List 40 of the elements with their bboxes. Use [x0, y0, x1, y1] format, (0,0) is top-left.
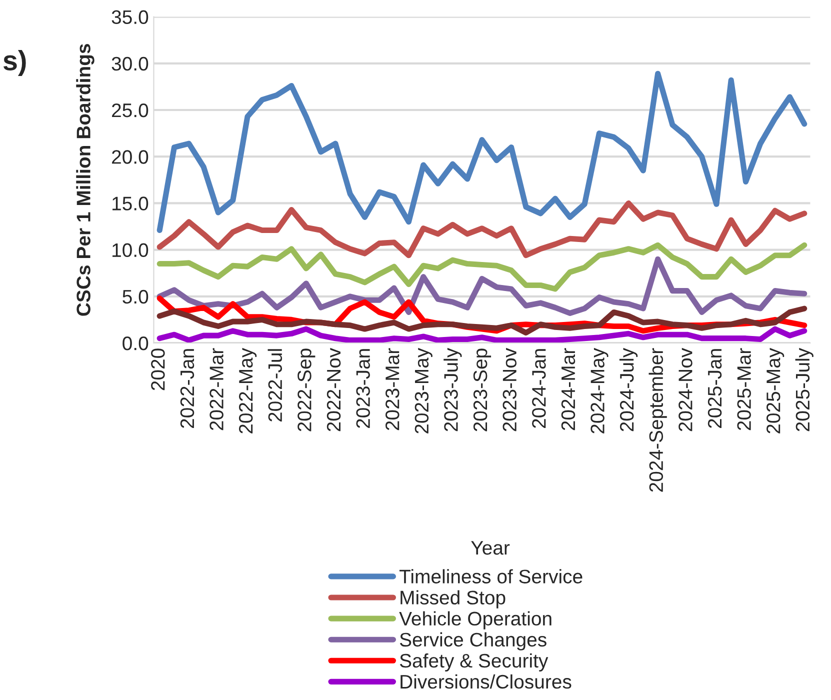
- y-tick-label: 35.0: [112, 10, 148, 24]
- legend-label: Safety & Security: [400, 653, 548, 672]
- x-tick-label: 2023-July: [444, 348, 462, 432]
- x-tick-label: 2024-May: [590, 348, 608, 434]
- x-tick-label: 2022-Mar: [210, 348, 224, 430]
- y-tick-label: 0.0: [122, 336, 148, 350]
- x-tick-label: 2023-Mar: [386, 348, 400, 430]
- x-tick-label: 2024-Jan: [532, 349, 546, 428]
- x-tick-label: 2024-Nov: [678, 348, 692, 432]
- x-tick-label: 2024-July: [619, 348, 638, 432]
- x-tick-label: 2025-July: [795, 348, 814, 432]
- y-tick-label: 30.0: [112, 56, 148, 71]
- x-tick-label: 2024-September: [648, 348, 667, 492]
- x-tick-label: 2020: [151, 348, 165, 390]
- x-tick-label: 2022-May: [238, 348, 257, 434]
- y-tick-label: 5.0: [122, 290, 148, 304]
- x-axis-title: Year: [471, 541, 510, 555]
- x-tick-label: 2025-Mar: [737, 348, 751, 430]
- x-tick-label: 2022-Jul: [268, 349, 282, 422]
- y-tick-label: 10.0: [112, 243, 148, 258]
- x-tick-label: 2023-Nov: [502, 348, 517, 432]
- x-tick-label: 2022-Nov: [326, 348, 341, 432]
- x-tick-label: 2022-Jan: [180, 349, 194, 428]
- x-tick-label: 2023-May: [414, 348, 432, 434]
- legend-label: Service Changes: [400, 632, 546, 650]
- x-tick-label: 2025-May: [766, 348, 784, 434]
- y-tick-label: 25.0: [112, 103, 148, 118]
- y-tick-label: 20.0: [112, 150, 148, 164]
- legend-label: Vehicle Operation: [399, 611, 552, 630]
- x-tick-label: 2025-Jan: [708, 349, 722, 428]
- x-tick-label: 2023-Jan: [356, 349, 370, 428]
- legend-label: Missed Stop: [400, 590, 506, 608]
- text: s): [3, 50, 26, 76]
- x-tick-label: 2022-Sep: [298, 348, 316, 432]
- x-tick-label: 2024-Mar: [561, 348, 576, 430]
- legend-label: Diversions/Closures: [400, 674, 572, 689]
- y-axis-title: CSCs Per 1 Million Boardings: [76, 44, 94, 316]
- legend-label: Timeliness of Service: [399, 569, 582, 584]
- y-tick-label: 15.0: [112, 196, 148, 210]
- x-tick-label: 2023-Sep: [473, 348, 492, 432]
